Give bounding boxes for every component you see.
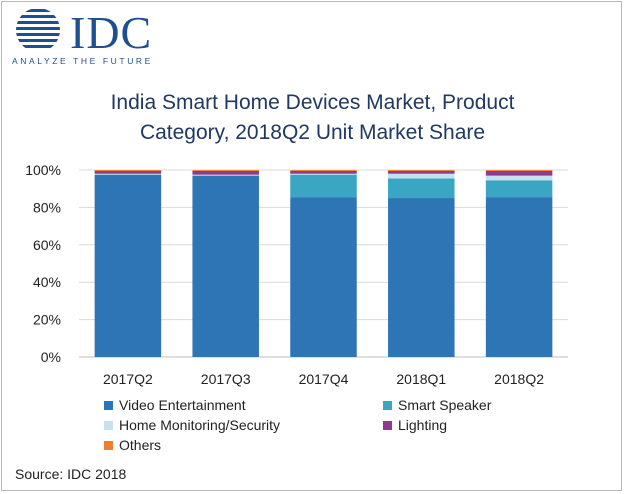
legend-swatch [383,401,392,410]
bar-segment [388,170,455,171]
bar-segment [485,170,553,171]
x-axis-tick-labels: 2017Q2 2017Q3 2017Q4 2018Q1 2018Q2 [103,371,544,387]
chart-title-line-1: India Smart Home Devices Market, Product [110,91,515,114]
bar-segment [388,178,455,199]
legend-label: Home Monitoring/Security [119,417,280,433]
bar-segment [290,170,357,174]
legend-swatch [383,421,392,430]
legend-swatch [104,441,113,450]
idc-logo: IDC ANALYZE THE FUTURE [12,6,172,72]
legend-swatch [104,401,113,410]
y-tick-label: 60% [33,237,61,253]
bar-segment [192,174,259,176]
bar-segment [290,170,357,171]
chart-title-line-2: Category, 2018Q2 Unit Market Share [139,121,486,144]
logo-wordmark: IDC [70,7,153,58]
bar-segment [94,173,162,175]
legend: Video Entertainment Smart Speaker Home Mon… [104,397,492,453]
bar-segment [485,175,553,181]
bar-segment [485,197,553,357]
legend-label: Video Entertainment [119,397,246,413]
legend-label: Others [119,437,161,453]
x-tick-label: 2017Q3 [201,371,251,387]
logo-tagline: ANALYZE THE FUTURE [12,56,153,66]
bars [94,170,553,357]
y-tick-label: 20% [33,312,61,328]
globe-icon [16,9,60,48]
y-axis-tick-labels: 0% 20% 40% 60% 80% 100% [25,162,61,365]
source-note: Source: IDC 2018 [15,466,127,482]
bar-segment [94,170,162,174]
bar-segment [94,170,162,171]
x-tick-label: 2017Q4 [299,371,349,387]
bar-segment [485,180,553,198]
x-tick-label: 2017Q2 [103,371,153,387]
legend-label: Smart Speaker [398,397,492,413]
y-tick-label: 40% [33,274,61,290]
bar-segment [290,173,357,175]
bar-segment [94,174,162,357]
bar-segment [388,198,455,357]
legend-swatch [104,421,113,430]
bar-segment [192,170,259,175]
x-tick-label: 2018Q1 [396,371,446,387]
bar-segment [388,173,455,179]
legend-label: Lighting [398,417,447,433]
bar-segment [290,174,357,198]
y-tick-label: 100% [25,162,61,178]
bar-segment [192,170,259,171]
bar-segment [388,170,455,174]
bar-segment [485,170,553,176]
x-tick-label: 2018Q2 [494,371,544,387]
chart-title: India Smart Home Devices Market, Product… [0,88,625,148]
y-tick-label: 0% [41,349,61,365]
bar-segment [192,175,259,357]
y-tick-label: 80% [33,199,61,215]
bar-segment [290,197,357,357]
